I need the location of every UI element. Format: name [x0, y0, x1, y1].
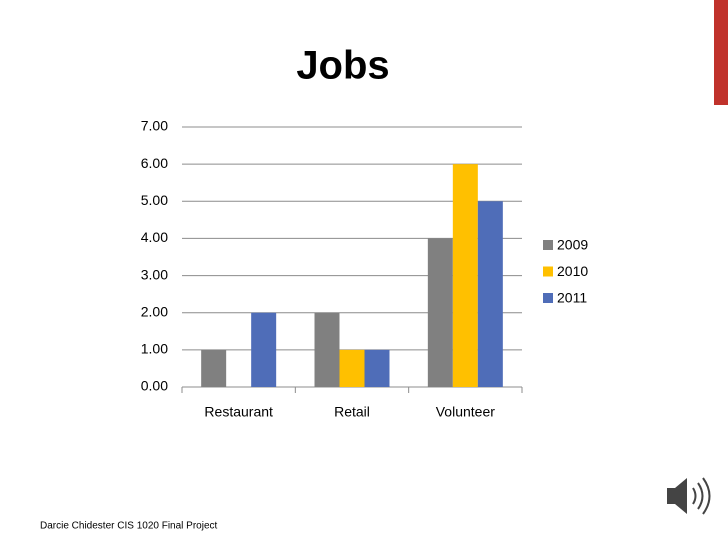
accent-bar [714, 0, 728, 105]
legend-swatch [543, 266, 553, 277]
bar [201, 349, 227, 387]
legend-label: 2009 [557, 237, 588, 253]
bar [314, 312, 340, 387]
legend-swatch [543, 240, 553, 250]
y-tick-label: 4.00 [141, 229, 168, 245]
bar [477, 201, 503, 387]
bar [452, 164, 478, 387]
legend-swatch [543, 293, 553, 303]
x-tick-label: Retail [334, 404, 370, 420]
y-tick-label: 2.00 [141, 303, 168, 319]
y-tick-label: 5.00 [141, 192, 168, 208]
speaker-icon [667, 477, 711, 515]
x-tick-label: Restaurant [204, 404, 273, 420]
legend-label: 2010 [557, 263, 588, 279]
y-tick-label: 0.00 [141, 378, 168, 394]
bar [251, 312, 277, 387]
x-tick-label: Volunteer [436, 404, 495, 420]
footer: Darcie Chidester CIS 1020 Final Project [40, 521, 218, 532]
bar [339, 349, 365, 387]
legend-label: 2011 [557, 290, 587, 306]
chart-title: Jobs [296, 44, 389, 88]
bar [364, 349, 390, 387]
y-tick-label: 1.00 [141, 341, 168, 357]
bar [427, 238, 453, 387]
y-tick-label: 3.00 [141, 266, 168, 282]
y-tick-label: 6.00 [141, 155, 168, 171]
y-tick-label: 7.00 [141, 118, 168, 134]
